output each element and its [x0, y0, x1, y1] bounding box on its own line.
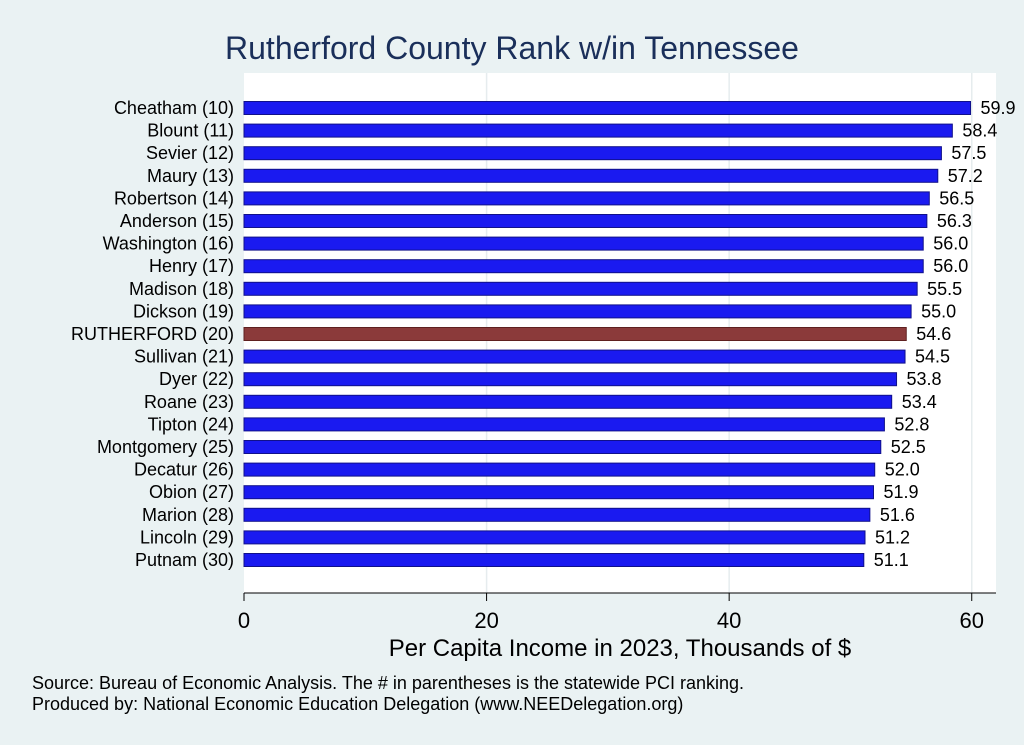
category-label: Putnam (30) [135, 550, 234, 570]
x-axis-ticks: 0 20 40 60 [238, 593, 984, 633]
bar [243, 259, 924, 274]
value-label: 52.0 [885, 460, 920, 480]
bar [243, 236, 924, 251]
category-label: Dickson (19) [133, 301, 234, 321]
category-label: Madison (18) [129, 279, 234, 299]
value-label: 56.5 [939, 188, 974, 208]
category-label: Anderson (15) [120, 211, 234, 231]
value-label: 56.0 [933, 256, 968, 276]
category-label: Tipton (24) [148, 414, 234, 434]
category-label: Marion (28) [142, 505, 234, 525]
bar [243, 507, 871, 522]
value-label: 56.3 [937, 211, 972, 231]
bar [243, 304, 912, 319]
category-label: RUTHERFORD (20) [71, 324, 234, 344]
value-label: 51.6 [880, 505, 915, 525]
value-label: 57.5 [951, 143, 986, 163]
bar [243, 530, 866, 545]
category-label: Washington (16) [103, 234, 234, 254]
value-label: 59.9 [981, 98, 1016, 118]
value-label: 51.9 [883, 482, 918, 502]
bar [243, 214, 928, 228]
category-label: Cheatham (10) [114, 98, 234, 118]
value-label: 57.2 [948, 166, 983, 186]
category-label: Decatur (26) [134, 460, 234, 480]
x-tick-label: 60 [959, 608, 983, 633]
bar [243, 485, 874, 500]
value-label: 54.6 [916, 324, 951, 344]
category-label: Dyer (22) [159, 369, 234, 389]
value-label: 56.0 [933, 234, 968, 254]
value-label: 58.4 [962, 121, 997, 141]
category-label: Robertson (14) [114, 188, 234, 208]
category-label: Henry (17) [149, 256, 234, 276]
bar [243, 417, 885, 432]
bar [243, 372, 898, 387]
category-label: Montgomery (25) [97, 437, 234, 457]
bar [243, 168, 939, 183]
category-label: Blount (11) [147, 121, 234, 141]
bar [243, 349, 906, 364]
x-axis-title: Per Capita Income in 2023, Thousands of … [389, 635, 852, 662]
category-labels: Cheatham (10) Blount (11)Sevier (12) Maury… [71, 98, 234, 570]
bar [243, 462, 876, 477]
category-label: Sullivan (21) [134, 347, 234, 367]
value-label: 51.1 [874, 550, 909, 570]
category-label: Lincoln (29) [140, 527, 234, 547]
bar-highlight [243, 327, 907, 341]
category-label: Sevier (12) [146, 143, 234, 163]
bar [243, 440, 882, 454]
x-tick-label: 0 [238, 608, 250, 633]
producer-note: Produced by: National Economic Education… [32, 694, 683, 714]
value-label: 55.5 [927, 279, 962, 299]
x-tick-label: 20 [474, 608, 498, 633]
chart-title: Rutherford County Rank w/in Tennessee [225, 30, 799, 66]
source-note: Source: Bureau of Economic Analysis. The… [32, 673, 744, 693]
value-label: 53.8 [907, 369, 942, 389]
value-label: 53.4 [902, 392, 937, 412]
bar [243, 394, 893, 409]
value-label: 52.8 [894, 414, 929, 434]
value-label: 52.5 [891, 437, 926, 457]
category-label: Obion (27) [149, 482, 234, 502]
category-label: Maury (13) [147, 166, 234, 186]
value-label: 54.5 [915, 347, 950, 367]
bar [243, 553, 865, 567]
bars [243, 101, 972, 567]
x-tick-label: 40 [717, 608, 741, 633]
bar [243, 281, 918, 296]
value-labels: 59.9 58.457.5 57.256.5 56.3 56.056.0 55.555.0… [874, 98, 1016, 570]
bar [243, 146, 942, 161]
bar [243, 101, 972, 115]
bar [243, 123, 953, 138]
bar [243, 191, 930, 206]
value-label: 51.2 [875, 527, 910, 547]
value-label: 55.0 [921, 301, 956, 321]
category-label: Roane (23) [144, 392, 234, 412]
